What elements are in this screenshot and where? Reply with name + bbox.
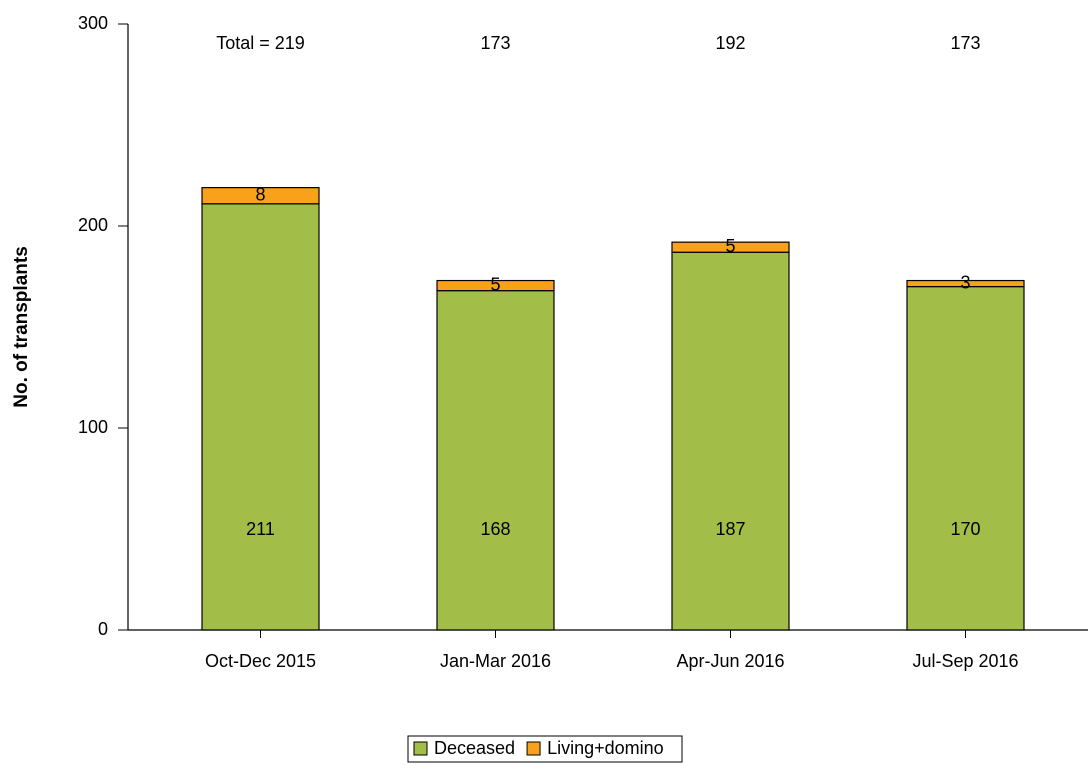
bar-segment [436, 279, 555, 292]
legend-swatch [526, 741, 541, 756]
bar-segment [671, 241, 790, 253]
data-label: 187 [715, 519, 745, 539]
bar-segment [201, 203, 320, 631]
y-tick-label: 300 [78, 13, 108, 33]
total-label: Total = 219 [216, 33, 305, 53]
legend-label: Deceased [434, 738, 515, 758]
y-tick-label: 100 [78, 417, 108, 437]
x-tick-label: Apr-Jun 2016 [676, 651, 784, 671]
bar-segment [201, 187, 320, 205]
total-label: 173 [950, 33, 980, 53]
data-label: 5 [725, 236, 735, 256]
data-label: 8 [255, 184, 265, 204]
bar-segment [906, 286, 1025, 631]
bar-segment [671, 251, 790, 631]
data-label: 170 [950, 519, 980, 539]
y-tick-label: 0 [98, 619, 108, 639]
data-label: 168 [480, 519, 510, 539]
total-label: 192 [715, 33, 745, 53]
bar-segment [906, 279, 1025, 288]
legend-swatch [413, 741, 428, 756]
x-tick-label: Oct-Dec 2015 [205, 651, 316, 671]
legend-box [407, 735, 683, 763]
total-label: 173 [480, 33, 510, 53]
bar-segment [436, 290, 555, 631]
data-label: 3 [960, 272, 970, 292]
x-tick-label: Jan-Mar 2016 [440, 651, 551, 671]
data-label: 5 [490, 274, 500, 294]
y-tick-label: 200 [78, 215, 108, 235]
data-label: 211 [246, 519, 275, 539]
legend-label: Living+domino [547, 738, 664, 758]
y-axis-label: No. of transplants [11, 246, 32, 408]
x-tick-label: Jul-Sep 2016 [912, 651, 1018, 671]
